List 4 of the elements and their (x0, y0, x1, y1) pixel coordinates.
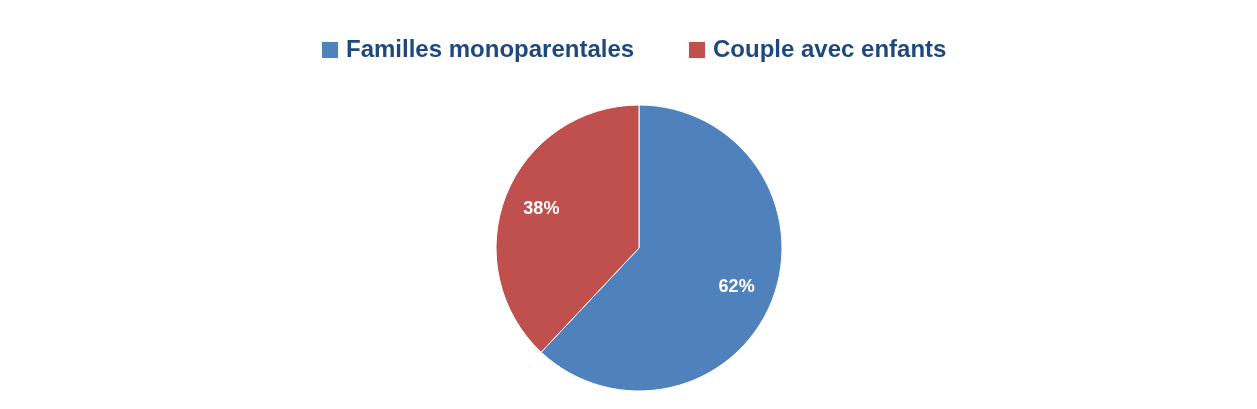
legend-label: Familles monoparentales (346, 35, 635, 62)
data-label: 62% (718, 275, 755, 296)
legend-label: Couple avec enfants (713, 35, 947, 62)
data-label: 38% (523, 198, 560, 219)
